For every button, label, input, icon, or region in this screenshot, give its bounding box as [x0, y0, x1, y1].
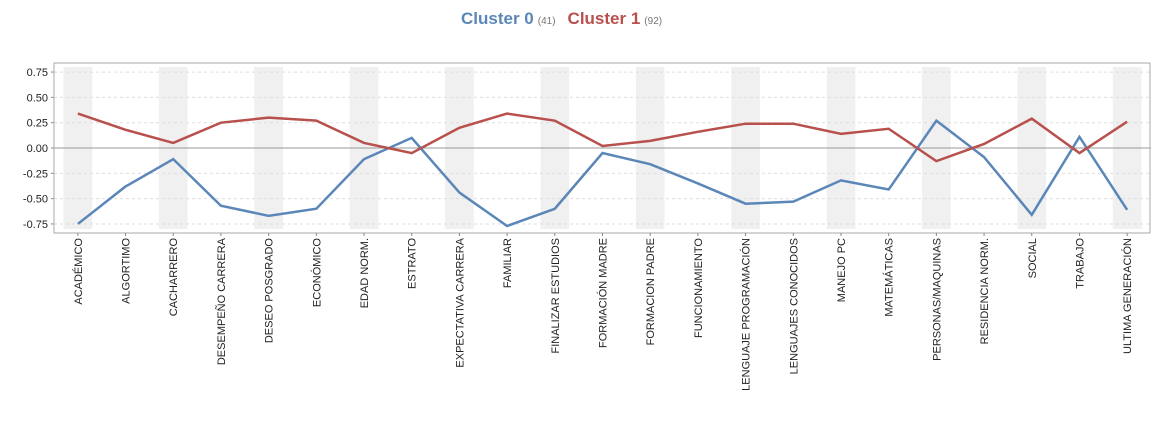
x-tick-label: EXPECTATIVA CARRERA [454, 237, 466, 367]
x-tick-label: LENGUAJES CONOCIDOS [788, 238, 800, 374]
x-tick-label: FORMACION PADRE [645, 238, 657, 345]
x-tick-label: ALGORTIMO [121, 238, 133, 304]
x-tick-label: DESEMPEÑO CARRERA [215, 237, 228, 365]
x-tick-label: ULTIMA GENERACIÓN [1121, 238, 1134, 354]
x-tick-label: SOCIAL [1027, 238, 1039, 278]
y-tick-label: 0.75 [27, 67, 48, 79]
x-tick-label: ECONÓMICO [310, 238, 323, 308]
x-tick-label: FINALIZAR ESTUDIOS [550, 238, 562, 354]
y-tick-label: -0.75 [23, 219, 48, 231]
x-tick-label: RESIDENCIA NORM. [979, 238, 991, 344]
x-tick-label: CACHARRERO [168, 238, 180, 317]
x-tick-label: TRABAJO [1074, 238, 1086, 289]
x-tick-label: FUNCIONAMIENTO [693, 238, 705, 338]
x-tick-label: ACADÉMICO [72, 238, 85, 305]
x-tick-label: ESTRATO [407, 238, 419, 289]
x-tick-label: FAMILIAR [502, 238, 514, 288]
x-tick-label: MANEJO PC [836, 238, 848, 302]
x-tick-label: DESEO POSGRADO [264, 238, 276, 344]
x-tick-label: FORMACIÓN MADRE [597, 238, 610, 348]
series-line [77, 112, 1128, 163]
x-tick-label: EDAD NORM. [359, 238, 371, 308]
legend-count: (41) [538, 16, 556, 27]
legend-count: (92) [644, 16, 662, 27]
y-tick-label: 0.25 [27, 118, 48, 130]
y-tick-label: 0.50 [27, 92, 48, 104]
y-tick-label: 0.00 [27, 143, 48, 155]
x-tick-label: LENGUAJE PROGRAMACIÓN [740, 238, 753, 391]
y-tick-label: -0.25 [23, 168, 48, 180]
x-tick-label: MATEMÁTICAS [883, 238, 896, 317]
series-line [77, 118, 1129, 228]
x-tick-label: PERSONAS/MAQUINAS [931, 238, 943, 361]
y-tick-label: -0.50 [23, 194, 48, 206]
legend-label: Cluster 0 [461, 9, 534, 28]
legend-label: Cluster 1 [568, 9, 641, 28]
legend: Cluster 0 (41) Cluster 1 (92) [461, 9, 662, 28]
